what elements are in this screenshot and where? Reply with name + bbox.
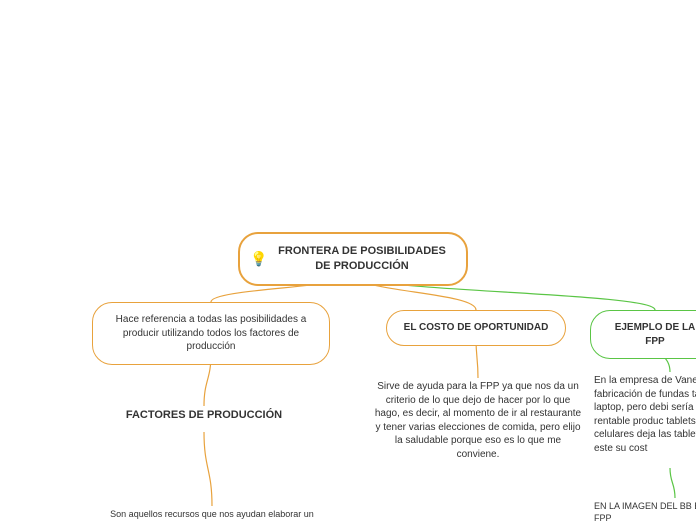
node-n8[interactable]: EN LA IMAGEN DEL BB ESTARA E FPP [590,498,696,526]
edge [670,468,675,498]
lightbulb-icon: 💡 [250,249,267,268]
node-label: FACTORES DE PRODUCCIÓN [126,408,282,423]
node-label: EN LA IMAGEN DEL BB ESTARA E FPP [594,500,696,524]
node-n6[interactable]: En la empresa de Vanesa A de la fabricac… [590,372,696,468]
node-label: FRONTERA DE POSIBILIDADES DE PRODUCCIÓN [274,244,450,274]
node-label: Hace referencia a todas las posibilidade… [109,313,313,354]
node-label: Son aquellos recursos que nos ayudan ela… [110,508,314,520]
node-n4[interactable]: FACTORES DE PRODUCCIÓN [104,406,304,432]
node-n3[interactable]: EJEMPLO DE LA FPP [590,310,696,359]
node-n5[interactable]: Sirve de ayuda para la FPP ya que nos da… [370,378,586,486]
node-n7[interactable]: Son aquellos recursos que nos ayudan ela… [82,506,342,526]
node-label: Sirve de ayuda para la FPP ya que nos da… [374,380,582,461]
node-label: En la empresa de Vanesa A de la fabricac… [594,374,696,455]
node-n1[interactable]: Hace referencia a todas las posibilidade… [92,302,330,365]
node-root[interactable]: 💡 FRONTERA DE POSIBILIDADES DE PRODUCCIÓN [238,232,468,286]
node-n2[interactable]: EL COSTO DE OPORTUNIDAD [386,310,566,346]
edge [204,432,212,506]
node-label: EJEMPLO DE LA FPP [607,321,696,348]
node-label: EL COSTO DE OPORTUNIDAD [404,321,549,335]
